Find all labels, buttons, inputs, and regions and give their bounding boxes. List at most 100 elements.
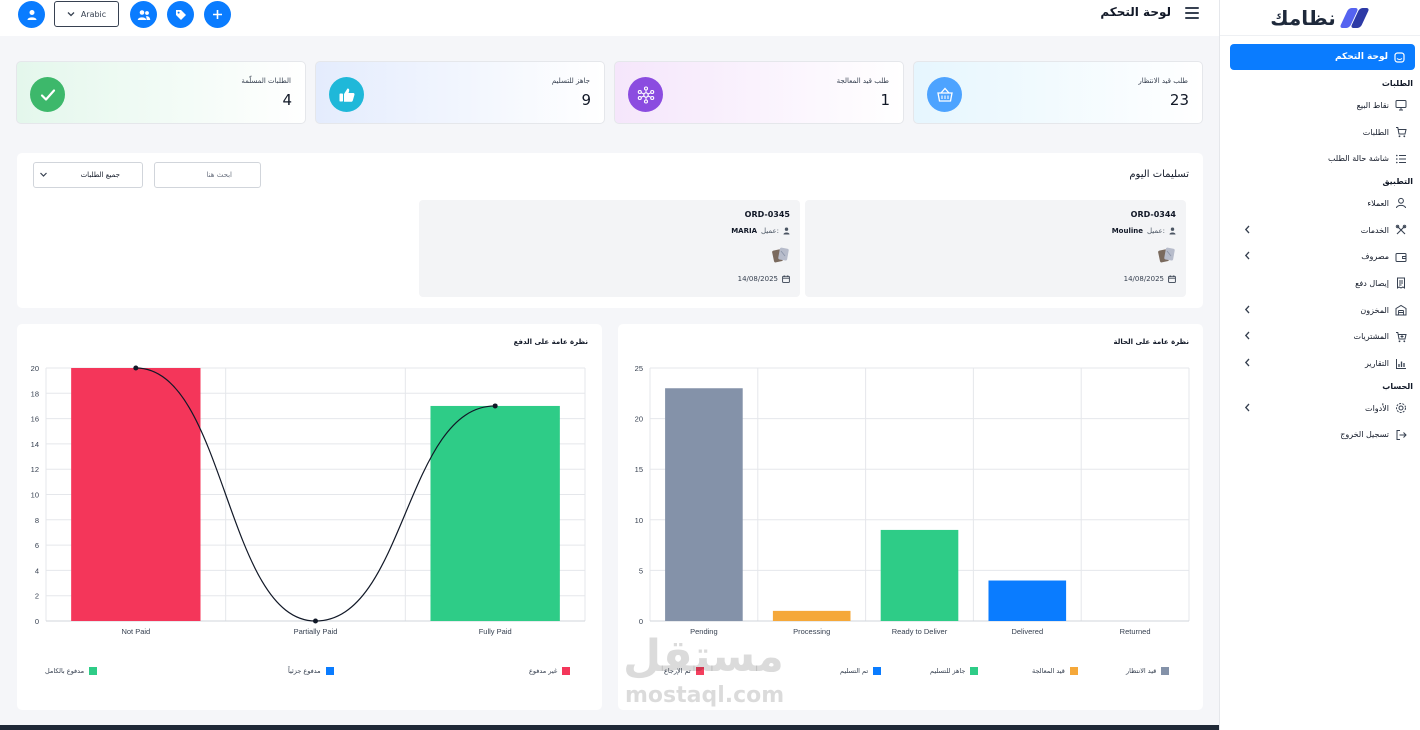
filter-value: جميع الطلبات bbox=[80, 171, 120, 179]
sidebar: نظامك لوحة التحكم الطلبات نقاط البيع الطلب… bbox=[1219, 0, 1420, 730]
language-select[interactable]: Arabic bbox=[54, 1, 119, 27]
panel-title: تسليمات اليوم bbox=[1129, 169, 1189, 180]
legend-swatch bbox=[970, 667, 979, 675]
legend-item[interactable]: تم التسليم bbox=[840, 667, 882, 675]
sidebar-item-label: شاشة حالة الطلب bbox=[1327, 154, 1389, 164]
legend-swatch bbox=[873, 667, 882, 675]
sidebar-item[interactable]: المشتريات bbox=[1230, 324, 1415, 351]
bottom-edge bbox=[0, 725, 1219, 730]
bar[interactable] bbox=[665, 388, 743, 621]
chart-title: نظرة عامة على الدفع bbox=[513, 338, 588, 346]
sidebar-item-label: المشتريات bbox=[1353, 332, 1389, 342]
bar[interactable] bbox=[880, 529, 959, 621]
bar[interactable] bbox=[430, 405, 560, 621]
sidebar-item-label: إيصال دفع bbox=[1355, 278, 1389, 288]
sidebar-item[interactable]: مصروف bbox=[1230, 243, 1415, 270]
legend-swatch bbox=[89, 667, 98, 675]
sidebar-item[interactable]: الأدوات bbox=[1230, 395, 1415, 422]
client-name: MARIA bbox=[731, 227, 757, 235]
order-card[interactable]: ORD-0345 MARIA عميل: 14/08/2025 bbox=[419, 200, 800, 297]
sidebar-section-title: الحساب bbox=[1382, 381, 1413, 391]
stat-card-pending[interactable]: طلب قيد الانتظار 23 bbox=[913, 61, 1203, 124]
legend-label: مدفوع جزئياً bbox=[288, 667, 321, 675]
menu-icon-bar bbox=[1185, 17, 1199, 19]
order-date: 14/08/2025 bbox=[1124, 275, 1176, 283]
stat-label: طلب قيد المعالجة bbox=[836, 77, 889, 85]
tags-button[interactable] bbox=[167, 1, 194, 28]
y-tick-label: 15 bbox=[635, 465, 643, 474]
order-id: ORD-0345 bbox=[744, 210, 790, 219]
sidebar-item-label: نقاط البيع bbox=[1356, 100, 1389, 110]
logout-icon bbox=[1395, 429, 1407, 441]
date-value: 14/08/2025 bbox=[1123, 275, 1164, 283]
stat-label: طلب قيد الانتظار bbox=[1138, 77, 1188, 85]
sidebar-item-dashboard[interactable]: لوحة التحكم bbox=[1230, 44, 1415, 70]
sidebar-section-title: التطبيق bbox=[1382, 177, 1413, 187]
legend-label: قيد المعالجة bbox=[1032, 667, 1065, 675]
search-input[interactable] bbox=[154, 162, 261, 188]
bar[interactable] bbox=[71, 368, 201, 621]
legend-item[interactable]: غير مدفوع bbox=[529, 667, 571, 675]
legend-label: غير مدفوع bbox=[529, 667, 558, 675]
calendar-icon bbox=[1168, 275, 1176, 283]
customers-button[interactable] bbox=[130, 1, 157, 28]
stat-card-ready[interactable]: جاهز للتسليم 9 bbox=[315, 61, 605, 124]
legend-item[interactable]: مدفوع بالكامل bbox=[45, 667, 98, 675]
stat-value: 1 bbox=[880, 91, 890, 109]
legend-item[interactable]: قيد الانتظار bbox=[1126, 667, 1170, 675]
sidebar-item[interactable]: الطلبات bbox=[1230, 119, 1415, 146]
sidebar-item[interactable]: إيصال دفع bbox=[1230, 270, 1415, 297]
line-point[interactable] bbox=[492, 403, 498, 409]
y-tick-label: 6 bbox=[35, 541, 39, 550]
stat-card-delivered[interactable]: الطلبات المسلّمة 4 bbox=[16, 61, 306, 124]
logo: نظامك bbox=[1220, 0, 1420, 36]
list-icon bbox=[1395, 153, 1407, 165]
sidebar-item[interactable]: المخزون bbox=[1230, 297, 1415, 324]
bar[interactable] bbox=[772, 610, 851, 621]
tag-icon bbox=[175, 9, 186, 20]
sidebar-item[interactable]: العملاء bbox=[1230, 190, 1415, 217]
profile-button[interactable] bbox=[18, 1, 45, 28]
bar[interactable] bbox=[988, 580, 1067, 621]
line-point[interactable] bbox=[313, 618, 318, 624]
y-tick-label: 14 bbox=[31, 440, 39, 449]
y-tick-label: 20 bbox=[31, 364, 39, 373]
chevron-left-icon bbox=[1244, 330, 1251, 343]
legend-label: تم الإرجاع bbox=[664, 667, 691, 675]
chart-title: نظرة عامة على الحالة bbox=[1113, 338, 1189, 346]
sidebar-item-label: الأدوات bbox=[1365, 403, 1389, 413]
order-card[interactable]: ORD-0344 Mouline عميل: 14/08/2025 bbox=[805, 200, 1186, 297]
legend-swatch bbox=[325, 667, 334, 675]
sidebar-item[interactable]: تسجيل الخروج bbox=[1230, 422, 1415, 449]
orders-filter-select[interactable]: جميع الطلبات bbox=[33, 162, 143, 188]
client-label: عميل: bbox=[761, 227, 779, 235]
order-client: MARIA عميل: bbox=[731, 227, 790, 235]
top-bar: Arabic لوحة التحكم bbox=[0, 0, 1219, 36]
sidebar-item-label: تسجيل الخروج bbox=[1340, 430, 1389, 440]
calendar-icon bbox=[782, 275, 790, 283]
legend-item[interactable]: تم الإرجاع bbox=[664, 667, 704, 675]
legend-item[interactable]: جاهز للتسليم bbox=[930, 667, 979, 675]
sidebar-item-label: لوحة التحكم bbox=[1334, 52, 1388, 62]
add-button[interactable] bbox=[204, 1, 231, 28]
user-icon bbox=[783, 227, 790, 235]
user-icon bbox=[27, 9, 36, 20]
x-tick-label: Ready to Deliver bbox=[892, 627, 948, 636]
cart-icon bbox=[1395, 126, 1407, 138]
sidebar-item[interactable]: نقاط البيع bbox=[1230, 92, 1415, 119]
sidebar-item[interactable]: الخدمات bbox=[1230, 217, 1415, 244]
sidebar-item[interactable]: التقارير bbox=[1230, 350, 1415, 377]
stat-card-processing[interactable]: طلب قيد المعالجة 1 bbox=[614, 61, 904, 124]
chevron-down-icon bbox=[40, 172, 47, 177]
status-overview-panel: نظرة عامة على الحالة 0 5 10 15 20 25 Pending Pr… bbox=[618, 324, 1203, 710]
status-chart: 0 5 10 15 20 25 Pending Processing Ready to Deli… bbox=[635, 364, 1190, 636]
language-value: Arabic bbox=[80, 9, 107, 19]
chevron-down-icon bbox=[67, 12, 75, 17]
receipt-icon bbox=[1395, 277, 1407, 290]
line-point[interactable] bbox=[133, 365, 139, 371]
legend-item[interactable]: قيد المعالجة bbox=[1032, 667, 1078, 675]
sidebar-item[interactable]: شاشة حالة الطلب bbox=[1230, 145, 1415, 172]
y-tick-label: 8 bbox=[35, 516, 39, 525]
menu-toggle-button[interactable] bbox=[1185, 7, 1199, 19]
legend-item[interactable]: مدفوع جزئياً bbox=[288, 667, 334, 675]
